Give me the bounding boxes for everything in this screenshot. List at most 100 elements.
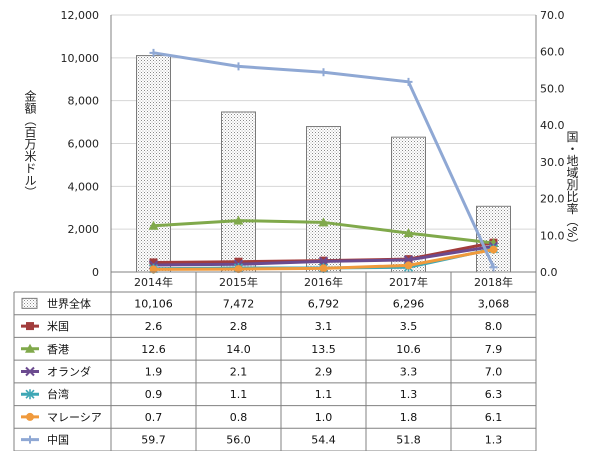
left-axis-tick-label: 2,000 xyxy=(68,223,100,236)
table-cell-world: 6,296 xyxy=(393,297,425,310)
table-cell-3: 3.3 xyxy=(400,366,418,379)
table-cell-1: 2.8 xyxy=(230,320,248,333)
bar-series xyxy=(136,55,511,273)
table-cell-1: 3.1 xyxy=(315,320,333,333)
legend-label-5: マレーシア xyxy=(47,411,102,424)
legend-label-world: 世界全体 xyxy=(47,296,91,310)
x-axis-category-label: 2018年 xyxy=(474,275,513,289)
left-axis-tick-label: 4,000 xyxy=(68,180,100,193)
legend-key-marker-4 xyxy=(25,389,35,400)
series-line-5 xyxy=(149,245,498,274)
legend-label-6: 中国 xyxy=(47,434,69,447)
table-cell-1: 8.0 xyxy=(485,320,503,333)
table-row-3: オランダ 1.9 2.1 2.9 3.3 7.0 xyxy=(21,365,502,379)
axes xyxy=(110,15,537,273)
series-point-1 xyxy=(149,258,158,267)
x-axis-category-label: 2017年 xyxy=(389,275,428,289)
series-point-2 xyxy=(148,220,159,230)
right-axis-tick-label: 40.0 xyxy=(540,119,565,132)
table-cell-1: 2.6 xyxy=(145,320,163,333)
series-point-6 xyxy=(149,48,158,57)
bar-1 xyxy=(136,55,171,273)
legend-key-marker-5 xyxy=(26,412,34,421)
x-axis-category-label: 2015年 xyxy=(219,275,258,289)
right-axis-tick-label: 70.0 xyxy=(540,9,565,22)
table-cell-4: 0.9 xyxy=(145,388,163,401)
series-point-2 xyxy=(403,228,414,238)
table-row-1: 米国 2.6 2.8 3.1 3.5 8.0 xyxy=(21,320,502,333)
table-cell-world: 10,106 xyxy=(134,297,173,310)
series-point-1 xyxy=(234,257,243,266)
table-row-4: 台湾 0.9 1.1 1.1 1.3 6.3 xyxy=(21,387,502,401)
left-axis-title: 金額（百万米ドル） xyxy=(23,89,37,198)
table-cell-3: 1.9 xyxy=(145,366,163,379)
table-cell-2: 10.6 xyxy=(396,343,421,356)
series-point-5 xyxy=(149,265,158,274)
table-cell-5: 0.7 xyxy=(145,411,163,424)
legend-label-2: 香港 xyxy=(47,343,69,356)
left-axis-tick-label: 0 xyxy=(92,266,99,279)
table-row-5: マレーシア 0.7 0.8 1.0 1.8 6.1 xyxy=(21,411,502,424)
series-point-3 xyxy=(318,256,329,267)
table-cell-world: 3,068 xyxy=(478,297,510,310)
table-cell-2: 14.0 xyxy=(226,343,251,356)
table-cell-6: 54.4 xyxy=(311,434,336,447)
series-point-5 xyxy=(234,265,243,274)
legend-key-world xyxy=(21,297,38,309)
table-cell-world: 7,472 xyxy=(223,297,255,310)
left-axis-ticks: 0 2,000 4,000 6,000 8,000 10,000 12,000 xyxy=(61,9,100,279)
bar-2 xyxy=(221,111,256,273)
table-cell-4: 1.1 xyxy=(230,388,248,401)
table-cell-6: 1.3 xyxy=(485,434,503,447)
series-point-6 xyxy=(319,68,328,77)
left-axis-tick-label: 12,000 xyxy=(61,9,100,22)
line-series xyxy=(148,48,499,274)
table-cell-6: 59.7 xyxy=(141,434,166,447)
legend-key-marker-1 xyxy=(26,322,34,331)
bar-4 xyxy=(391,136,426,273)
legend-key-marker-2 xyxy=(25,343,35,353)
table-cell-4: 6.3 xyxy=(485,388,503,401)
right-axis-tick-label: 0.0 xyxy=(540,266,558,279)
table-cell-6: 56.0 xyxy=(226,434,251,447)
table-cell-1: 3.5 xyxy=(400,320,418,333)
legend-label-3: オランダ xyxy=(47,365,91,379)
series-point-5 xyxy=(319,264,328,273)
series-point-2 xyxy=(233,215,244,225)
table-cell-3: 7.0 xyxy=(485,366,503,379)
table-cell-3: 2.1 xyxy=(230,366,248,379)
right-axis-title: 国・地域別比率（%） xyxy=(565,130,579,249)
legend-key-marker-6 xyxy=(26,435,34,444)
table-cell-6: 51.8 xyxy=(396,434,421,447)
table-cell-5: 1.0 xyxy=(315,411,333,424)
series-point-6 xyxy=(234,62,243,71)
table-cell-4: 1.3 xyxy=(400,388,418,401)
right-axis-tick-label: 50.0 xyxy=(540,82,565,95)
bar-3 xyxy=(306,126,341,273)
right-axis-tick-label: 30.0 xyxy=(540,156,565,169)
x-axis-category-label: 2016年 xyxy=(304,275,343,289)
legend-key-marker-3 xyxy=(25,366,35,377)
table-cell-world: 6,792 xyxy=(308,297,340,310)
left-axis-tick-label: 10,000 xyxy=(61,52,100,65)
right-axis-tick-label: 60.0 xyxy=(540,46,565,59)
table-row-world: 世界全体 10,106 7,472 6,792 6,296 3,068 xyxy=(21,296,510,310)
table-cell-2: 13.5 xyxy=(311,343,336,356)
legend-label-1: 米国 xyxy=(47,320,69,333)
series-point-5 xyxy=(489,245,498,254)
table-cell-2: 12.6 xyxy=(141,343,166,356)
series-line-6 xyxy=(149,48,498,272)
table-cell-2: 7.9 xyxy=(485,343,503,356)
legend-label-4: 台湾 xyxy=(47,387,69,401)
table-cell-5: 1.8 xyxy=(400,411,418,424)
table-row-2: 香港 12.6 14.0 13.5 10.6 7.9 xyxy=(21,343,502,356)
series-point-6 xyxy=(404,77,413,86)
right-axis-tick-label: 20.0 xyxy=(540,193,565,206)
table-cell-4: 1.1 xyxy=(315,388,333,401)
series-point-2 xyxy=(318,217,329,227)
series-point-6 xyxy=(489,263,498,272)
right-axis-tick-label: 10.0 xyxy=(540,229,565,242)
table-cell-3: 2.9 xyxy=(315,366,333,379)
